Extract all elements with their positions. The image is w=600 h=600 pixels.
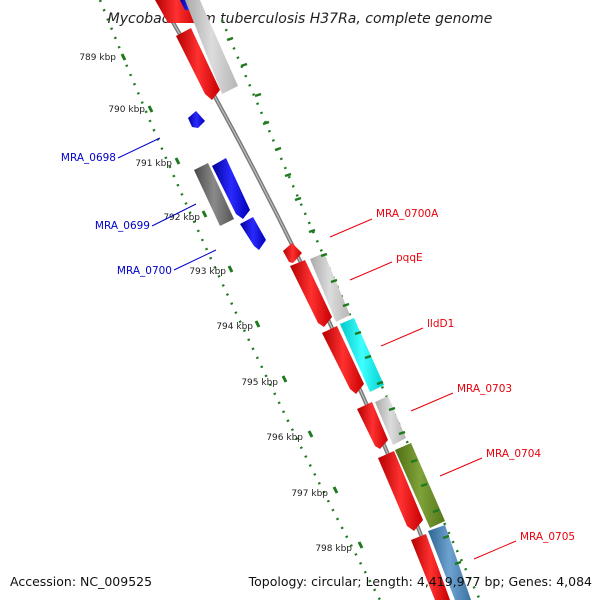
inner-ruler-tick	[398, 430, 406, 436]
gene-red-789[interactable]	[176, 28, 220, 100]
gene-MRA_0700A[interactable]	[283, 243, 302, 263]
inner-ruler-tick	[432, 508, 440, 514]
ruler-tick	[147, 105, 154, 113]
inner-ruler-tick	[410, 458, 418, 464]
gene-label-leader	[473, 540, 517, 560]
genome-summary: Topology: circular; Length: 4,419,977 bp…	[248, 574, 592, 589]
ruler-tick	[201, 210, 208, 218]
inner-ruler-tick	[240, 62, 248, 68]
gene-MRA_0698[interactable]	[188, 111, 205, 128]
inner-ruler-tick	[262, 120, 270, 126]
inner-ruler-tick	[388, 406, 396, 412]
ruler-tick	[281, 375, 288, 383]
accession-text: Accession: NC_009525	[10, 574, 152, 589]
gene-label-lldD1[interactable]: lldD1	[427, 318, 454, 330]
gene-MRA_0700[interactable]	[240, 217, 266, 250]
ruler-tick-label: 793 kbp	[189, 267, 226, 277]
gene-lldD1[interactable]	[322, 326, 364, 394]
gene-MRA_0704-olive[interactable]	[395, 443, 445, 528]
inner-ruler-tick	[308, 228, 316, 234]
ruler-tick	[332, 486, 339, 494]
gene-MRA_0705[interactable]	[411, 534, 450, 600]
ruler-tick-label: 790 kbp	[108, 105, 145, 115]
inner-ruler-tick	[342, 302, 350, 308]
gene-label-MRA_0703[interactable]: MRA_0703	[457, 383, 512, 395]
ruler-tick-label: 797 kbp	[291, 489, 328, 499]
inner-ruler-tick	[294, 196, 302, 202]
gene-labels: MRA_0698 MRA_0699 MRA_0700 MRA_0700A pqqE lld…	[61, 137, 575, 560]
ruler-tick	[357, 541, 364, 549]
ruler-tick-label: 792 kbp	[163, 213, 200, 223]
gene-MRA_0703-gray[interactable]	[375, 396, 406, 445]
inner-ruler-tick	[330, 278, 338, 284]
inner-ruler-tick	[364, 354, 372, 360]
ruler-tick-label: 795 kbp	[241, 378, 278, 388]
gene-MRA_0704[interactable]	[378, 451, 423, 531]
gene-MRA_0699-gray[interactable]	[194, 163, 234, 226]
inner-ruler-tick	[284, 172, 292, 178]
gene-MRA_0705-steel[interactable]	[428, 525, 471, 600]
gene-label-leader	[117, 137, 161, 159]
gene-label-MRA_0698[interactable]: MRA_0698	[61, 152, 116, 164]
gene-label-MRA_0705[interactable]: MRA_0705	[520, 531, 575, 543]
inner-ruler-tick	[442, 534, 450, 540]
ruler-outer-dots	[98, 0, 382, 600]
inner-ruler-tick	[254, 92, 262, 98]
ruler-tick	[174, 157, 181, 165]
gene-label-MRA_0700A[interactable]: MRA_0700A	[376, 208, 439, 220]
gene-label-pqqE[interactable]: pqqE	[396, 252, 423, 264]
ruler-tick	[307, 430, 314, 438]
gene-features	[155, 0, 471, 600]
inner-ruler-tick	[320, 252, 328, 258]
inner-ruler-tick	[226, 36, 234, 42]
gene-label-MRA_0700[interactable]: MRA_0700	[117, 265, 172, 277]
gene-label-leader	[173, 249, 217, 271]
ruler-tick	[227, 265, 234, 273]
gene-label-leader	[329, 218, 373, 238]
inner-ruler-tick	[454, 560, 462, 566]
gene-lldD1-cyan[interactable]	[340, 318, 384, 392]
gene-top-gray[interactable]	[185, 0, 238, 94]
ruler-tick-label: 798 kbp	[315, 544, 352, 554]
gene-MRA_0699[interactable]	[212, 158, 250, 219]
gene-label-MRA_0704[interactable]: MRA_0704	[486, 448, 541, 460]
gene-label-leader	[151, 203, 197, 227]
gene-label-leader	[439, 457, 483, 477]
ruler-tick-label: 791 kbp	[135, 159, 172, 169]
inner-ruler-tick	[274, 146, 282, 152]
ruler: 789 kbp 790 kbp 791 kbp 792 kbp 793 kbp 794 k…	[79, 36, 462, 566]
gene-label-MRA_0699[interactable]: MRA_0699	[95, 220, 150, 232]
ruler-tick-label: 796 kbp	[266, 433, 303, 443]
inner-ruler-tick	[376, 380, 384, 386]
gene-label-leader	[410, 392, 454, 412]
ruler-tick	[120, 53, 127, 61]
gene-label-leader	[349, 261, 393, 281]
ruler-tick	[254, 320, 261, 328]
inner-ruler-tick	[354, 330, 362, 336]
ruler-tick-label: 789 kbp	[79, 53, 116, 63]
ruler-tick-label: 794 kbp	[216, 322, 253, 332]
gene-label-leader	[380, 327, 424, 347]
gene-MRA_0703[interactable]	[357, 402, 388, 449]
gene-pqqE[interactable]	[290, 260, 332, 327]
inner-ruler-tick	[420, 482, 428, 488]
gene-pqqE-gray[interactable]	[310, 253, 350, 322]
